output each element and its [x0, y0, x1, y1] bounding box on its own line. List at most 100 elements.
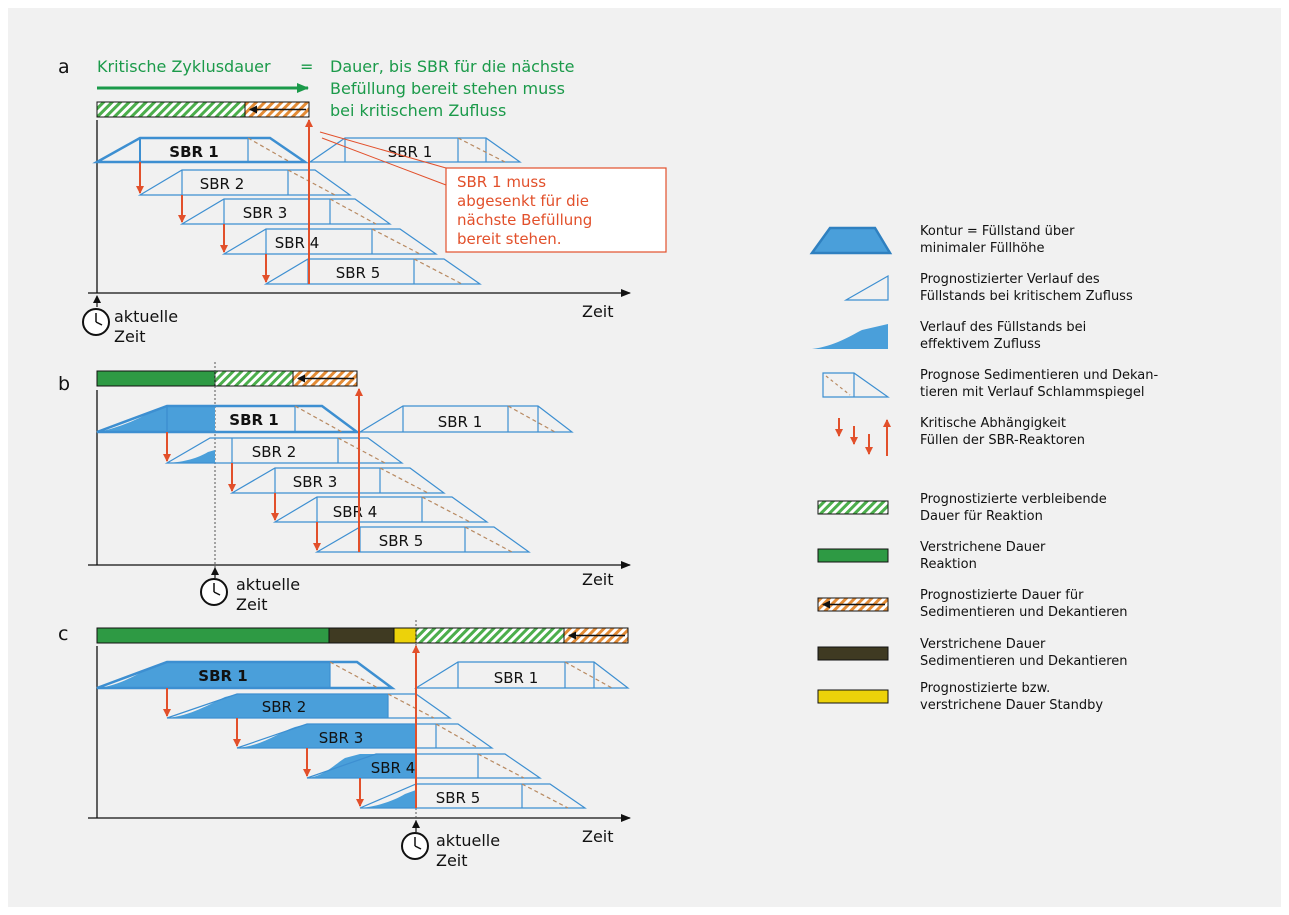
legend-label: Sedimentieren und Dekantieren [920, 654, 1128, 669]
yellow-solid-bar-icon [817, 689, 889, 704]
panel-c-sbr5-contour [359, 783, 587, 809]
legend-label: Dauer für Reaktion [920, 509, 1043, 524]
panel-b-sbr2-fill [167, 450, 215, 463]
dark-solid-bar-icon [817, 646, 889, 661]
callout-pointer [321, 137, 447, 186]
panel-a-sbr1-label: SBR 1 [169, 143, 218, 161]
panel-c-sbr2-sludge-line [387, 693, 435, 719]
critical-cycle-desc-1: Dauer, bis SBR für die nächste [330, 57, 575, 76]
callout-pointer [319, 131, 447, 169]
panel-a-sbr5-contour [263, 258, 482, 285]
clock-icon [200, 578, 228, 606]
reaction-elapsed-bar [96, 370, 216, 387]
panel-c-sbr2-fill [167, 694, 388, 718]
panel-b-sbr3-contour [229, 467, 446, 494]
panel-c-sbr4-fill [307, 754, 416, 778]
panel-b-sbr3-label: SBR 3 [293, 473, 338, 491]
panel-b-sbr1-contour [96, 404, 361, 434]
panel-c-clock-label-2: Zeit [436, 851, 468, 870]
panel-a-sbr5-label: SBR 5 [336, 264, 381, 282]
callout-box [445, 167, 667, 253]
panel-c-sbr3-sludge-line [435, 723, 479, 749]
panel-c-letter: c [58, 623, 68, 645]
contour-fill-icon [809, 226, 893, 255]
panel-a-sbr5-sludge-line [413, 258, 463, 285]
critical-cycle-desc-2: Befüllung bereit stehen muss [330, 79, 565, 98]
callout-line-4: bereit stehen. [457, 230, 562, 248]
legend-label: Prognostizierte bzw. [920, 681, 1050, 696]
standby-bar [393, 627, 417, 644]
panel-b-sbr2-contour [164, 437, 404, 464]
panel-b-sbr4-sludge-line [421, 496, 471, 523]
panel-a: a Kritische Zyklusdauer = Dauer, bis SBR… [58, 56, 667, 346]
legend-label: Füllstands bei kritischem Zufluss [920, 289, 1133, 304]
legend-label: Prognose Sedimentieren und Dekan- [920, 368, 1158, 383]
panel-c: c Zeit SBR 1 SBR 1 SBR 2 [58, 620, 631, 870]
panel-a-sbr2-label: SBR 2 [200, 175, 245, 193]
panel-b-sbr5-label: SBR 5 [379, 532, 424, 550]
green-solid-bar-icon [817, 548, 889, 563]
panel-a-sbr1-next-contour [308, 137, 522, 163]
panel-c-sbr3-contour [236, 723, 494, 749]
panel-a-sbr4-label: SBR 4 [275, 234, 320, 252]
legend-label: Füllen der SBR-Reaktoren [920, 433, 1085, 448]
panel-c-sbr5-fill [360, 790, 416, 808]
panel-b-letter: b [58, 373, 70, 395]
panel-b-clock-label-1: aktuelle [236, 575, 300, 594]
callout-line-3: nächste Befüllung [457, 211, 592, 229]
panel-b-sbr1-next-contour [357, 405, 574, 433]
reaction-remaining-bar [214, 370, 294, 387]
panel-a-letter: a [58, 56, 70, 78]
panel-c-sbr4-sludge-line [477, 753, 525, 779]
panel-c-sbr1-label: SBR 1 [198, 667, 247, 685]
panel-c-sbr4-label: SBR 4 [371, 759, 416, 777]
panel-c-sbr1-next-sludge-line [564, 661, 613, 689]
predicted-fill-triangle-icon [843, 274, 889, 301]
reaction-remaining-bar [415, 627, 565, 644]
legend-label: Kontur = Füllstand über [920, 224, 1075, 239]
panel-b-sbr1-fill [97, 406, 215, 432]
panel-c-axis-label: Zeit [582, 827, 614, 846]
legend-label: Verstrichene Dauer [920, 637, 1046, 652]
panel-c-sbr3-label: SBR 3 [319, 729, 364, 747]
panel-b-sbr1-next-sludge-line [507, 405, 556, 433]
panel-c-sbr4-contour [306, 753, 542, 779]
legend-label: Sedimentieren und Dekantieren [920, 605, 1128, 620]
panel-a-sbr3-contour [179, 198, 392, 225]
panel-c-sbr3-fill [237, 724, 416, 748]
panel-a-sbr2-contour [137, 169, 352, 196]
panel-b: b Zeit SBR 1 SBR 1 SBR 2 [58, 362, 631, 614]
effective-fill-curve-icon [812, 324, 888, 349]
panel-b-sbr3-sludge-line [379, 467, 429, 494]
legend-label: effektivem Zufluss [920, 337, 1041, 352]
reaction-remaining-bar [96, 101, 246, 118]
panel-c-sbr1-fill [97, 662, 330, 688]
panel-a-sbr4-sludge-line [371, 228, 421, 255]
critical-cycle-title: Kritische Zyklusdauer [97, 57, 271, 76]
legend-label: Prognostizierter Verlauf des [920, 272, 1100, 287]
legend-label: Prognostizierte Dauer für [920, 588, 1084, 603]
legend-label: Verlauf des Füllstands bei [920, 320, 1086, 335]
legend-label: Reaktion [920, 557, 977, 572]
panel-b-sbr1-next-label: SBR 1 [438, 413, 483, 431]
panel-b-sbr2-label: SBR 2 [252, 443, 297, 461]
legend-label: Verstrichene Dauer [920, 540, 1046, 555]
green-hatch-bar-icon [817, 500, 889, 515]
legend: Kontur = Füllstand über minimaler Füllhö… [809, 224, 1158, 713]
panel-a-sbr4-contour [221, 228, 438, 255]
panel-a-sbr3-label: SBR 3 [243, 204, 288, 222]
panel-b-sbr4-contour [272, 496, 489, 523]
panel-a-sbr2-sludge-line [287, 169, 336, 196]
panel-c-sbr5-sludge-line [521, 783, 569, 809]
callout-line-1: SBR 1 muss [457, 173, 546, 191]
reaction-elapsed-bar [96, 627, 330, 644]
panel-a-clock-label-1: aktuelle [114, 307, 178, 326]
legend-label: Kritische Abhängigkeit [920, 416, 1066, 431]
panel-b-sbr1-label: SBR 1 [229, 411, 278, 429]
legend-label: Prognostizierte verbleibende [920, 492, 1107, 507]
panel-a-sbr1-contour [92, 136, 310, 164]
panel-b-sbr2-sludge-line [337, 437, 386, 464]
panel-a-sbr1-next-label: SBR 1 [388, 143, 433, 161]
